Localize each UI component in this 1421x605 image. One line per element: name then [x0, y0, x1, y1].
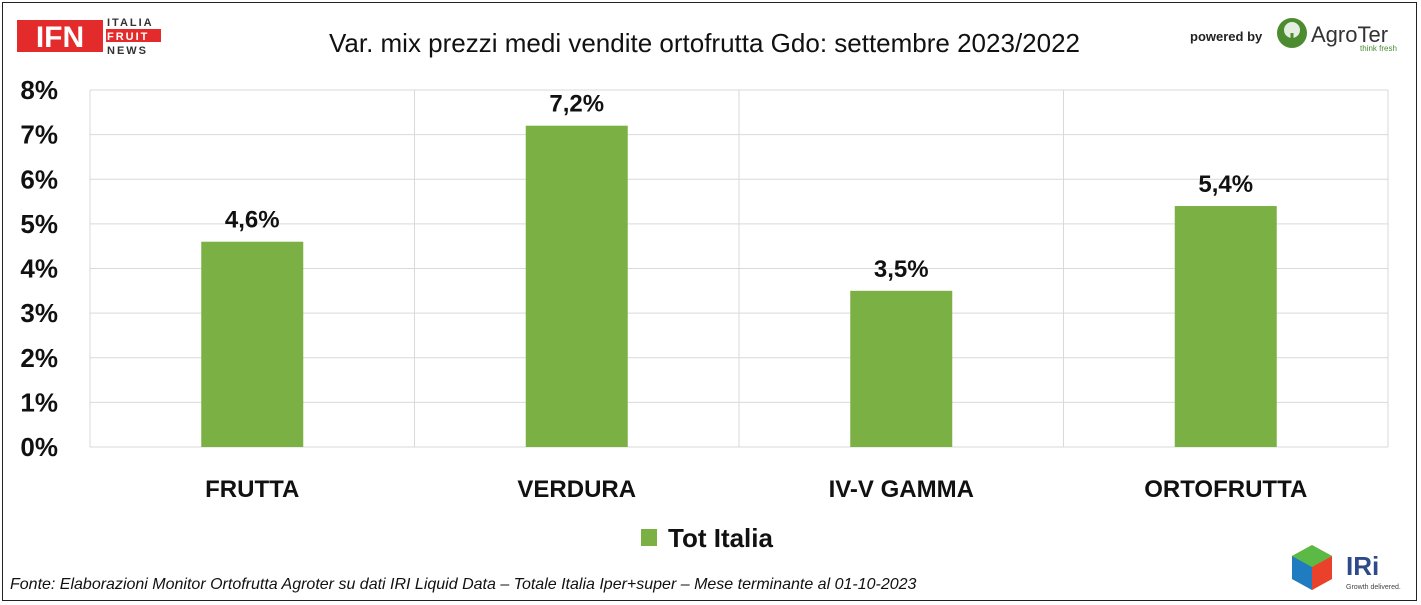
x-category-label: FRUTTA [205, 476, 299, 503]
iri-logo-name: IRi [1346, 551, 1379, 581]
chart-legend: Tot Italia [641, 523, 774, 553]
bar-verdura [525, 125, 628, 447]
y-axis-ticks: 0% 1% 2% 3% 4% 5% 6% 7% 8% [20, 75, 58, 462]
legend-label: Tot Italia [668, 523, 774, 553]
y-tick-label: 8% [20, 75, 58, 105]
y-tick-label: 2% [20, 343, 58, 373]
y-tick-label: 5% [20, 209, 58, 239]
bar-ortofrutta [1174, 206, 1277, 447]
x-category-label: IV-V GAMMA [829, 476, 974, 503]
ifn-logo-background [17, 20, 103, 52]
ifn-logo-line-3: NEWS [107, 45, 148, 57]
ifn-logo-line-2: FRUIT [107, 31, 149, 43]
x-axis-categories: FRUTTA VERDURA IV-V GAMMA ORTOFRUTTA [205, 476, 1307, 503]
legend-swatch [641, 529, 657, 546]
bar-chart: 0% 1% 2% 3% 4% 5% 6% 7% 8% 4,6% 7,2% 3,5% 5,4% FRUT… [20, 75, 1389, 553]
italia-fruit-news-logo: IFN ITALIA FRUIT NEWS [17, 17, 161, 57]
powered-by-label: powered by [1190, 29, 1263, 44]
x-category-label: ORTOFRUTTA [1144, 476, 1307, 503]
y-tick-label: 4% [20, 254, 58, 284]
bar-frutta [201, 241, 304, 447]
y-tick-label: 1% [20, 387, 58, 417]
y-tick-label: 6% [20, 164, 58, 194]
bar-iv-v-gamma [850, 290, 953, 447]
y-tick-label: 3% [20, 298, 58, 328]
y-tick-label: 0% [20, 432, 58, 462]
data-label: 4,6% [225, 207, 280, 234]
ifn-logo-line-1: ITALIA [107, 17, 154, 29]
iri-logo-tagline: Growth delivered. [1346, 584, 1401, 591]
y-tick-label: 7% [20, 120, 58, 150]
chart-title: Var. mix prezzi medi vendite ortofrutta … [328, 28, 1081, 58]
chart-grid [89, 89, 1389, 448]
x-category-label: VERDURA [517, 476, 636, 503]
agroter-logo-name: AgroTer [1311, 22, 1388, 47]
source-note: Fonte: Elaborazioni Monitor Ortofrutta A… [10, 576, 917, 593]
agroter-logo: AgroTer think fresh [1277, 18, 1397, 53]
iri-logo: IRi Growth delivered. [1292, 545, 1401, 591]
data-label: 7,2% [549, 91, 604, 118]
data-labels: 4,6% 7,2% 3,5% 5,4% [225, 91, 1253, 283]
data-label: 5,4% [1198, 171, 1253, 198]
data-label: 3,5% [874, 256, 929, 283]
ifn-logo-fruit-band [106, 29, 161, 42]
ifn-logo-mark: IFN [36, 21, 84, 54]
chart-bars [201, 125, 1277, 447]
agroter-logo-tagline: think fresh [1360, 44, 1397, 53]
